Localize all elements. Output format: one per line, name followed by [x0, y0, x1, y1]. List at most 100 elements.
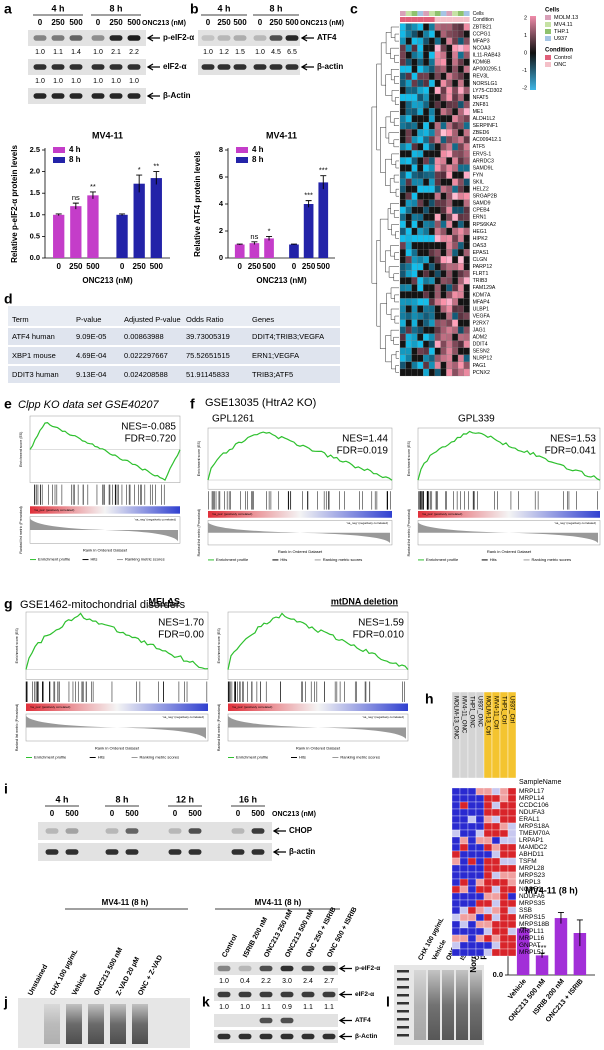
- nes-label: NES=1.53: [550, 434, 596, 445]
- ladder-band: [397, 978, 409, 981]
- arrow: [272, 827, 286, 835]
- heatmap-cell: [483, 850, 493, 859]
- heatmap-cell: [434, 44, 441, 52]
- heatmap-cell: [463, 333, 470, 341]
- heatmap-cell: [434, 192, 441, 200]
- heatmap-cell: [417, 136, 424, 144]
- dendrogram: [390, 329, 399, 341]
- heatmap-cell: [463, 319, 470, 327]
- gsea-legend-label: Ranking metric scores: [140, 755, 180, 760]
- heatmap-cell: [463, 284, 470, 292]
- heatmap-cell: [451, 892, 461, 901]
- heatmap-cell: [428, 319, 435, 327]
- heatmap-cell: [411, 361, 418, 370]
- quant-value: 1.0: [53, 78, 63, 85]
- heatmap-cell: [457, 93, 464, 102]
- significance: ns: [72, 193, 80, 202]
- heatmap-cell: [457, 185, 464, 193]
- heatmap-cell: [411, 122, 418, 130]
- heatmap-cell: [463, 86, 470, 95]
- gene-label: SAMD9: [473, 201, 491, 207]
- table-header: Term: [12, 315, 29, 324]
- heatmap-cell: [417, 79, 424, 88]
- heatmap-cell: [405, 65, 412, 73]
- heatmap-cell: [423, 178, 430, 186]
- error-bar: [290, 243, 297, 245]
- heatmap-cell: [428, 178, 435, 186]
- gsea-legend-label: Enrichment profile: [38, 557, 71, 562]
- heatmap-cell: [459, 864, 469, 873]
- blot-label: β-Actin: [163, 91, 191, 100]
- table-cell: 9.09E-05: [76, 332, 106, 341]
- blot-band: [51, 64, 65, 70]
- ladder-band: [397, 1010, 409, 1013]
- heatmap-cell: [446, 129, 453, 137]
- heatmap-cell: [499, 906, 509, 915]
- heatmap-cell: [467, 843, 477, 852]
- blot-band: [109, 93, 123, 99]
- heatmap-cell: [423, 312, 430, 320]
- heatmap-cell: [463, 277, 470, 285]
- heatmap-cell: [428, 150, 435, 158]
- fdr-label: FDR=0.720: [125, 434, 177, 445]
- heatmap-cell: [417, 368, 424, 377]
- blot-band: [302, 1018, 315, 1024]
- gsea-legend-label: Ranking metric scores: [532, 557, 572, 562]
- blot-band: [33, 35, 47, 41]
- heatmap-cell: [483, 948, 493, 957]
- heatmap-cell: [467, 864, 477, 873]
- heatmap-cell: [423, 220, 430, 229]
- scale-label: 2: [524, 15, 527, 21]
- quant-value: 0.9: [282, 1004, 292, 1011]
- blot-band: [238, 1033, 252, 1040]
- gene-label: MRPS35: [519, 900, 545, 907]
- quant-value: 2.1: [111, 49, 121, 56]
- heatmap-cell: [440, 143, 447, 151]
- heatmap-cell: [399, 241, 406, 250]
- heatmap-cell: [463, 107, 470, 116]
- gsea-legend-label: Enrichment profile: [216, 557, 249, 562]
- heatmap-cell: [411, 199, 418, 207]
- heatmap-cell: [499, 941, 509, 950]
- dendrogram: [393, 273, 399, 282]
- arrow: [146, 34, 160, 42]
- heatmap-cell: [475, 864, 485, 873]
- heatmap-cell: [507, 885, 517, 894]
- heatmap-cell: [434, 291, 441, 299]
- heatmap-cell: [423, 354, 430, 363]
- gene-label: GNPAT: [519, 942, 540, 949]
- treatment-label: ONC213 (nM): [142, 20, 186, 27]
- blot-band: [69, 64, 83, 70]
- heatmap-cell: [428, 185, 435, 193]
- heatmap-cell: [423, 319, 430, 327]
- heatmap-cell: [434, 23, 441, 31]
- heatmap-cell: [507, 794, 517, 803]
- arrow: [338, 964, 352, 973]
- heatmap-cell: [457, 333, 464, 341]
- heatmap-cell: [499, 822, 509, 831]
- x-tick-label: 500: [317, 262, 331, 271]
- heatmap-cell: [452, 277, 459, 285]
- lane-label: ONC + Z-VAD: [137, 954, 164, 996]
- heatmap-cell: [423, 86, 430, 95]
- heatmap-cell: [451, 941, 461, 950]
- blot-label: eIF2-α: [163, 62, 187, 71]
- gene-label: MRPL3: [519, 879, 541, 886]
- enrichment-curve: [417, 430, 601, 481]
- heatmap-cell: [399, 249, 406, 257]
- dose-label: 500: [251, 809, 265, 818]
- heatmap-cell: [440, 72, 447, 80]
- heatmap-cell: [446, 79, 453, 88]
- heatmap-cell: [491, 906, 501, 915]
- blot: [38, 843, 272, 861]
- heatmap-cell: [507, 878, 517, 887]
- gel-lane: [110, 1004, 126, 1044]
- heatmap-cell: [417, 37, 424, 45]
- dendrogram: [386, 292, 392, 315]
- blot-band: [239, 1018, 252, 1024]
- heatmap-cell: [463, 143, 470, 151]
- heatmap-cell: [467, 857, 477, 866]
- heatmap-cell: [428, 368, 435, 377]
- lane-label: Z-VAD 20 µM: [115, 956, 141, 997]
- heatmap-cell: [451, 857, 461, 866]
